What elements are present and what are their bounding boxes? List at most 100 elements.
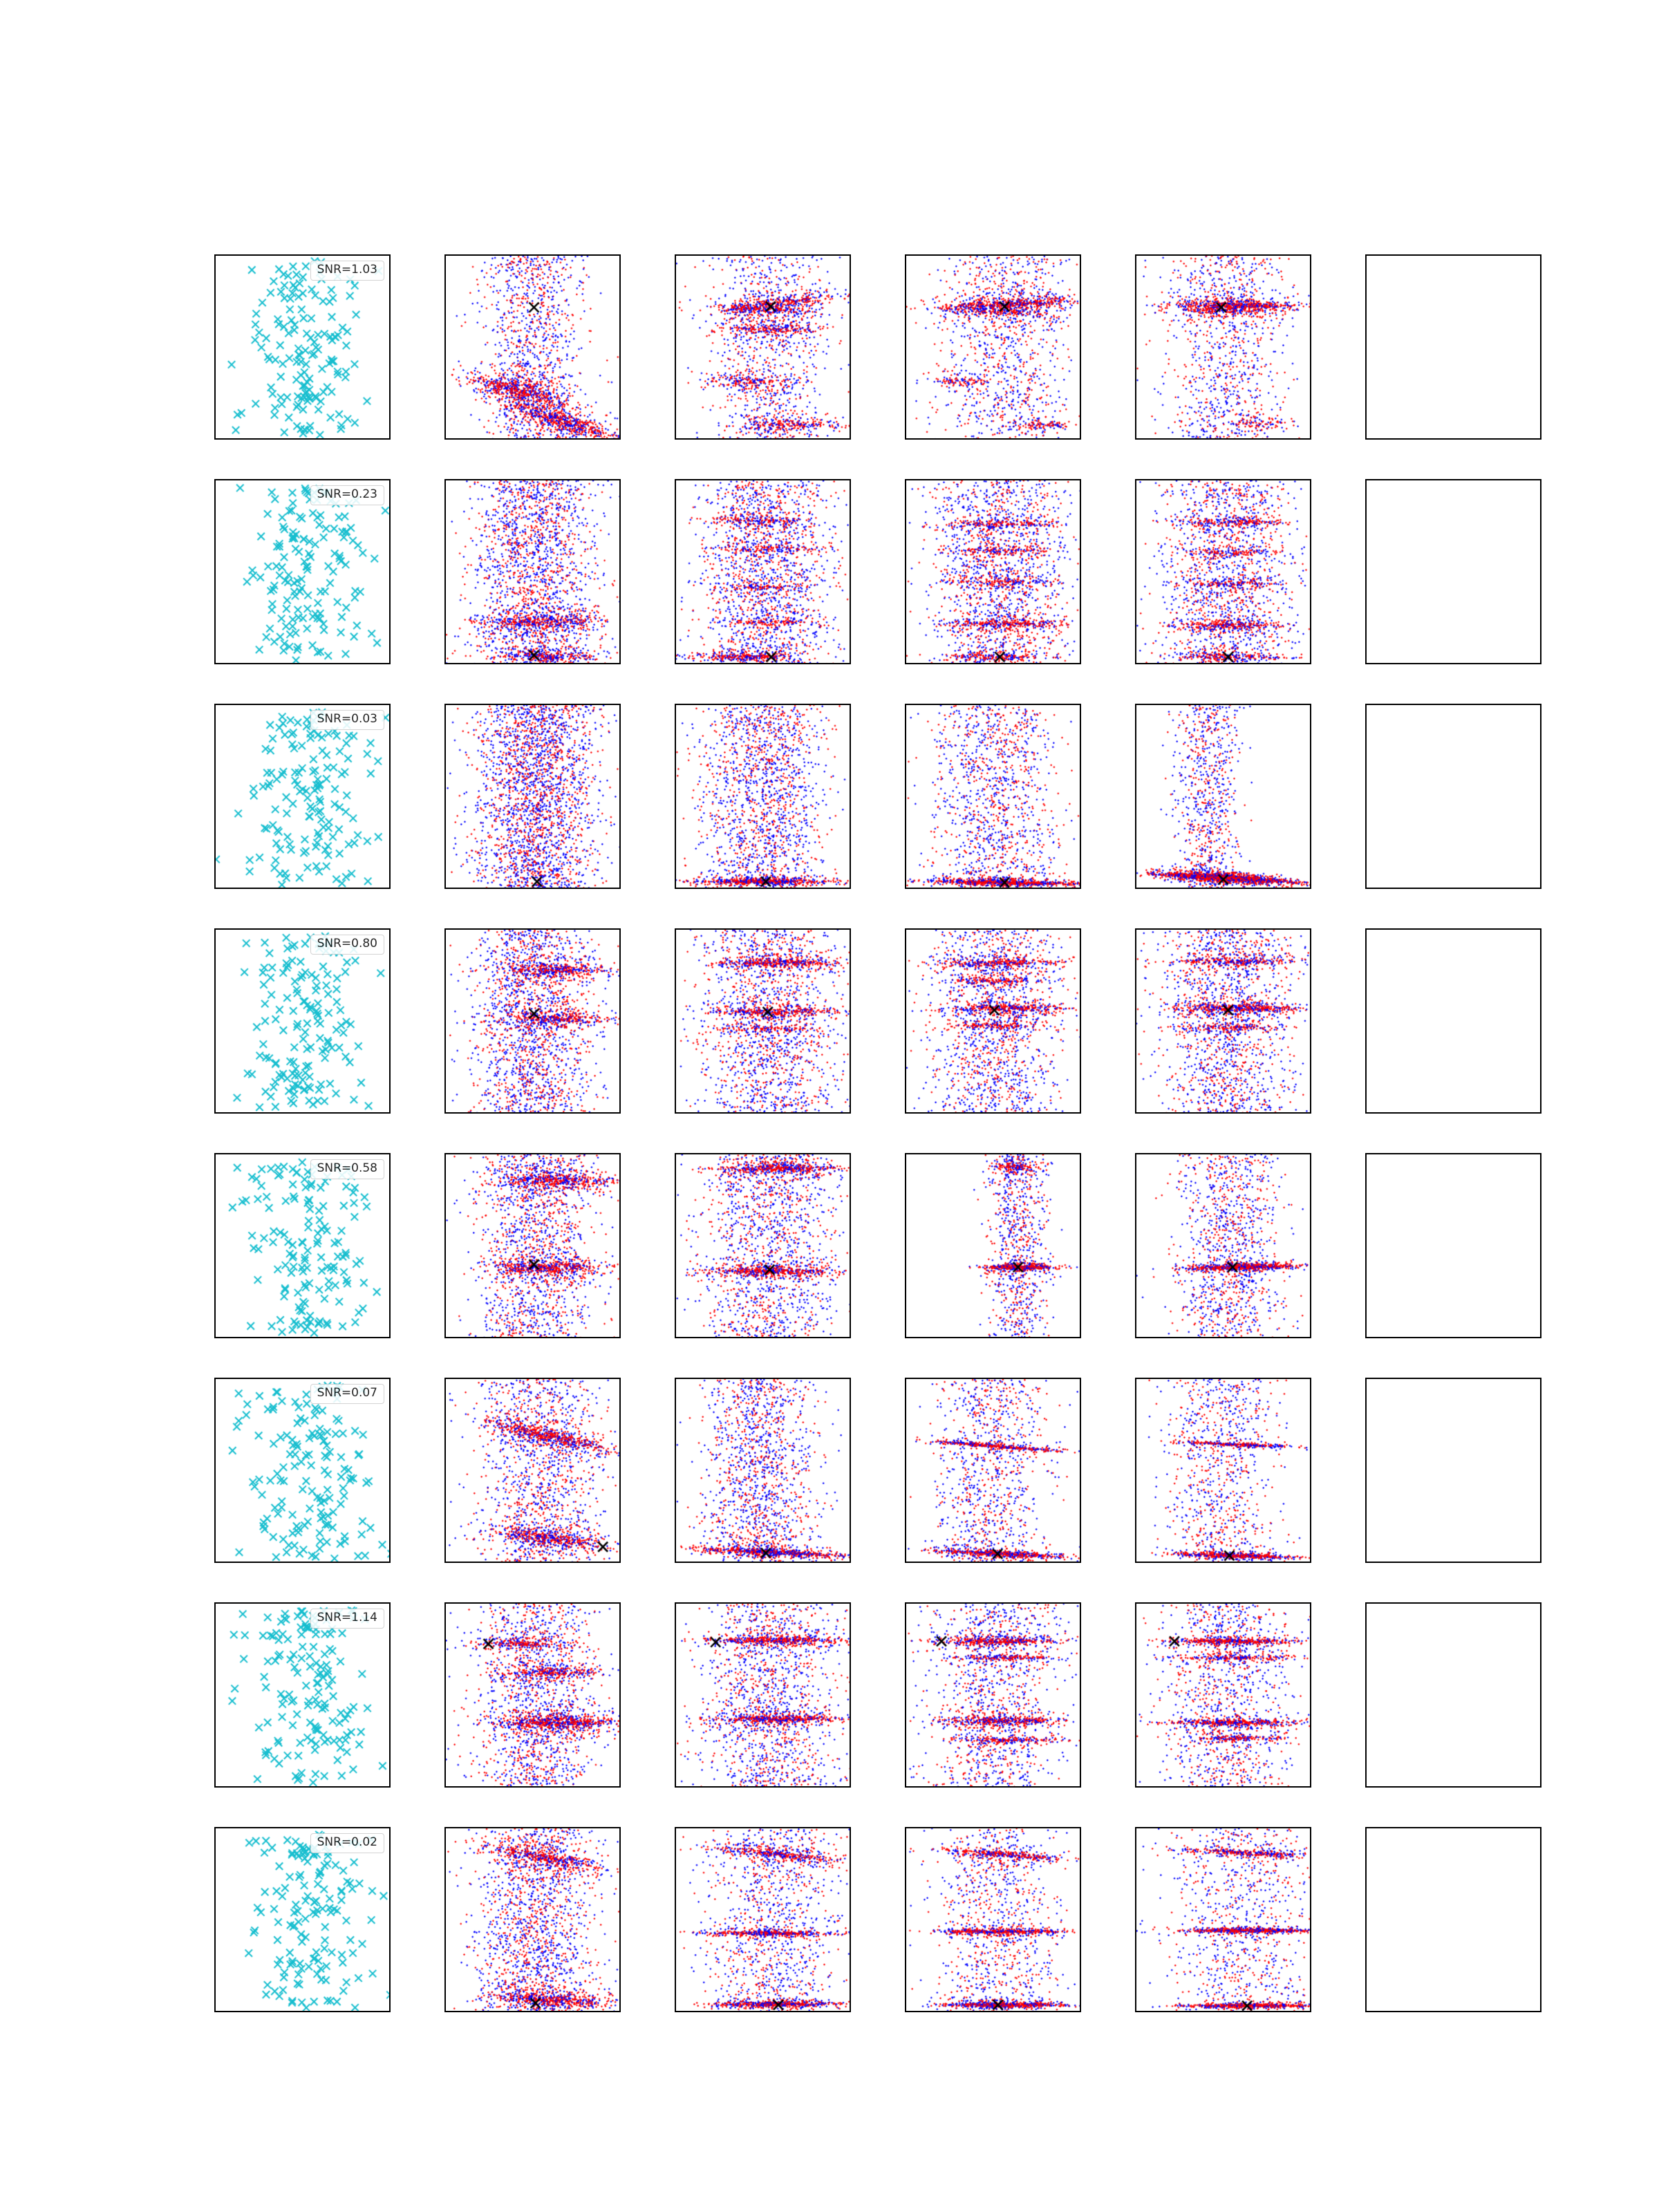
x-tick-mark [474,1337,476,1338]
y-tick-mark [214,260,216,261]
y-tick-mark [905,520,906,521]
y-tick-mark [1365,1939,1367,1940]
y-tick-mark [214,365,216,366]
plot-area: 00.20.40.60.81−2−1012 [675,479,851,664]
x-tick-mark [373,2011,374,2012]
y-tick-mark [214,1524,216,1525]
y-tick-mark [214,1454,216,1455]
y-tick-mark [675,485,676,486]
plot-area: 00.20.40.60.81−202 [444,928,621,1114]
subplot-r1-c5: 00.20.40.60.81−2−1012 [1135,254,1311,440]
y-tick-mark [444,1608,446,1609]
subplot-r7-c4: 00.20.40.60.81−2−1012 [905,1602,1081,1788]
y-tick-mark [214,744,216,746]
y-tick-mark [905,485,906,486]
scatter-layer [216,1604,389,1786]
x-tick-mark [1226,1786,1227,1788]
x-tick-mark [592,663,593,664]
x-tick-mark [936,438,937,440]
y-tick-mark [214,1299,216,1300]
x-tick-mark [1018,1337,1019,1338]
y-tick-mark [1365,1228,1367,1229]
x-tick-mark [700,2011,702,2012]
x-tick-mark [767,663,769,664]
plot-area: 00.20.40.60.81−202 [444,479,621,664]
y-tick-mark [214,1903,216,1904]
y-tick-mark [675,2007,676,2009]
x-tick-mark [1436,438,1438,440]
subplot-r1-c1: 00.20.40.60.81−202SNR=1.03 [214,254,391,440]
x-tick-mark [1160,2011,1161,2012]
y-tick-mark [1135,1159,1136,1160]
y-tick-mark [905,1713,906,1714]
y-tick-mark [675,814,676,816]
y-tick-mark [1365,1416,1367,1417]
y-tick-mark [444,1109,446,1110]
y-tick-mark [675,1454,676,1455]
subplot-r2-c6: 00.20.40.60.8100.20.40.60.81 [1365,479,1541,664]
subplot-r3-c4: 00.20.40.60.81−202 [905,704,1081,889]
y-tick-mark [675,934,676,935]
x-tick-mark [823,1562,824,1563]
y-tick-mark [444,1418,446,1420]
y-tick-mark [1135,1783,1136,1784]
x-tick-mark [588,438,590,440]
x-tick-mark [1507,1562,1508,1563]
y-tick-mark [905,1608,906,1609]
x-tick-mark [474,1112,476,1114]
x-tick-mark [1242,2011,1244,2012]
y-tick-mark [1365,1640,1367,1642]
y-tick-mark [1135,969,1136,971]
x-tick-mark [841,1786,842,1788]
subplot-r6-c4: 00.20.40.60.81−202 [905,1378,1081,1563]
x-tick-mark [1060,1337,1062,1338]
scatter-layer [216,256,389,438]
x-tick-mark [310,2011,311,2012]
y-tick-mark [675,1524,676,1525]
y-tick-mark [905,850,906,851]
y-tick-mark [675,1608,676,1609]
y-tick-mark [905,1783,906,1784]
y-tick-mark [1135,2007,1136,2009]
x-tick-mark [923,2011,924,2012]
x-tick-mark [1401,2011,1403,2012]
subplot-r2-c1: 00.20.40.60.81−202SNR=0.23 [214,479,391,664]
x-tick-mark [993,2011,995,2012]
y-tick-mark [444,850,446,851]
y-tick-mark [1365,366,1367,368]
scatter-layer [1136,1828,1310,2011]
y-tick-mark [214,814,216,816]
scatter-layer [1367,930,1540,1112]
subplot-r8-c3: 00.20.40.60.81−202 [675,1827,851,2012]
x-tick-mark [1064,1786,1065,1788]
y-tick-mark [1365,255,1367,256]
scatter-layer [676,1604,850,1786]
y-tick-mark [675,1713,676,1714]
y-tick-mark [1135,590,1136,591]
plot-area: 00.20.40.60.81−202SNR=0.80 [214,928,391,1114]
x-tick-mark [533,1337,534,1338]
y-tick-mark [1135,1868,1136,1869]
y-tick-mark [905,330,906,332]
scatter-layer [676,480,850,663]
y-tick-mark [1135,1383,1136,1385]
x-tick-mark [474,663,476,664]
snr-legend: SNR=1.03 [310,261,384,281]
y-tick-mark [214,969,216,971]
y-tick-mark [675,435,676,436]
x-tick-mark [1401,1562,1403,1563]
y-tick-mark [905,1383,906,1385]
x-tick-mark [974,1337,975,1338]
y-tick-mark [214,1074,216,1076]
scatter-layer [446,480,619,663]
subplot-r3-c5: 00.10.20.30.4−2024 [1135,704,1311,889]
x-tick-mark [1263,663,1264,664]
x-tick-mark [592,1112,593,1114]
x-tick-mark [1157,1112,1159,1114]
subplot-r3-c1: 00.20.40.60.81−202SNR=0.03 [214,704,391,889]
x-tick-mark [993,1112,995,1114]
y-tick-mark [1135,1299,1136,1300]
y-tick-mark [1135,1264,1136,1265]
x-tick-mark [533,663,534,664]
y-tick-mark [214,555,216,556]
